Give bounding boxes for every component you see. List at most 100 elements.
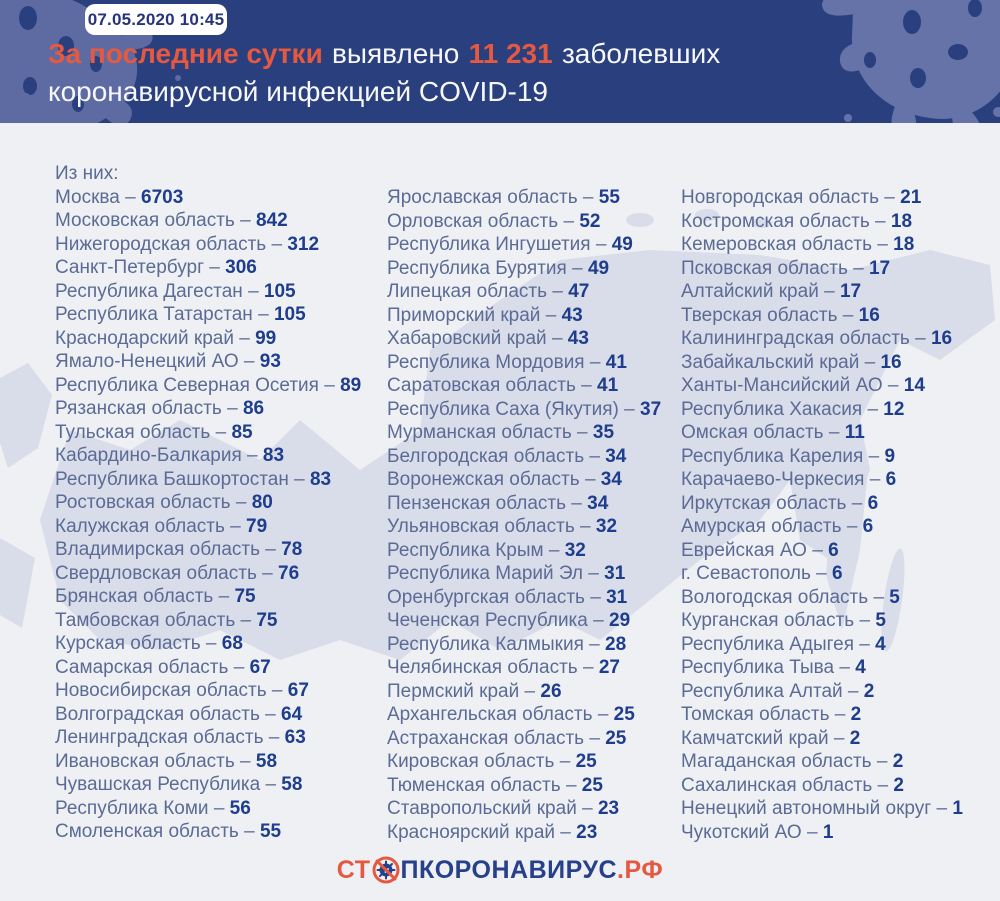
separator-dash: – [828,422,840,443]
region-name: Саратовская область [387,375,576,396]
region-row: Ханты-Мансийский АО – 14 [681,374,963,398]
headline-line2: коронавирусной инфекцией COVID-19 [48,76,549,107]
region-count: 31 [606,586,628,608]
region-name: Тамбовская область [55,609,236,631]
region-name: Тверская область [681,304,838,326]
date-badge: 07.05.2020 10:45 [85,4,227,35]
region-count: 6 [885,469,897,490]
headline-tail: заболевших [561,38,721,69]
region-row: Вологодская область – 5 [681,586,963,610]
separator-dash: – [227,398,238,419]
separator-dash: – [833,727,845,749]
region-row: Калининградская область – 16 [681,327,963,351]
region-row: Тульская область – 85 [55,421,361,445]
separator-dash: – [851,492,863,514]
separator-dash: – [869,469,881,490]
region-row: Республика Алтай – 2 [681,680,963,704]
region-count: 18 [890,210,913,232]
region-row: Республика Дагестан – 105 [55,280,361,304]
region-row: Кабардино-Балкария – 83 [55,444,361,468]
separator-dash: – [560,821,571,843]
separator-dash: – [584,469,596,490]
region-row: Республика Северная Осетия – 89 [55,374,361,398]
region-row: Курганская область – 5 [681,609,963,633]
region-row: Тамбовская область – 75 [55,609,361,633]
region-count: 49 [611,234,633,255]
region-name: Свердловская область [55,562,257,584]
region-name: Республика Крым [387,539,544,561]
region-row: Псковская область – 17 [681,257,963,281]
region-row: Тюменская область – 25 [387,774,661,798]
region-name: Нижегородская область [55,233,267,255]
region-row: Иркутская область – 6 [681,492,963,516]
region-row: Волгоградская область – 64 [55,703,361,727]
region-row: Хабаровский край – 43 [387,327,661,351]
region-count: 86 [242,398,265,419]
region-count: 105 [273,304,306,325]
region-count: 4 [875,633,886,655]
separator-dash: – [867,398,879,420]
region-count: 76 [278,562,300,584]
region-name: Хабаровский край [387,328,547,349]
region-row: Краснодарский край – 99 [55,327,361,351]
region-count: 21 [900,187,922,208]
region-name: Чеченская Республика [387,610,588,631]
separator-dash: – [859,610,871,631]
region-count: 68 [221,633,243,654]
region-row: Республика Тыва – 4 [681,656,963,680]
region-count: 78 [281,539,303,560]
region-count: 67 [249,656,271,678]
separator-dash: – [524,680,536,702]
region-name: Самарская область [55,656,229,678]
region-count: 17 [868,257,891,279]
region-name: Кемеровская область [681,234,872,255]
headline-count: 11 231 [468,38,553,69]
separator-dash: – [125,186,136,208]
region-count: 25 [605,727,627,749]
separator-dash: – [884,187,895,208]
region-name: Республика Алтай [681,680,843,702]
region-row: Еврейская АО – 6 [681,539,963,563]
region-row: Костромская область – 18 [681,210,963,234]
separator-dash: – [230,515,241,537]
region-name: Республика Дагестан [55,280,243,302]
region-count: 43 [567,328,589,349]
region-count: 105 [263,280,296,302]
region-name: Санкт-Петербург [55,257,205,278]
region-count: 312 [287,233,320,255]
region-row: Брянская область – 75 [55,585,361,609]
region-count: 2 [892,751,904,772]
region-row: Свердловская область – 76 [55,562,361,586]
separator-dash: – [936,798,948,819]
separator-dash: – [563,210,575,232]
region-row: Ульяновская область – 32 [387,515,661,539]
region-count: 93 [259,351,281,372]
region-name: Краснодарский край [55,327,234,349]
region-row: Республика Ингушетия – 49 [387,233,661,257]
region-row: Магаданская область – 2 [681,750,963,774]
region-name: Пермский край [387,680,520,702]
region-count: 25 [613,704,635,725]
region-count: 28 [605,633,627,655]
region-name: Липецкая область [387,281,548,302]
separator-dash: – [834,704,846,725]
region-name: Костромская область [681,210,870,232]
region-row: Пермский край – 26 [387,680,661,704]
region-name: Вологодская область [681,586,869,608]
region-count: 32 [564,539,586,561]
separator-dash: – [915,328,926,349]
region-name: Ханты-Мансийский АО [681,375,883,396]
separator-dash: – [590,586,601,608]
region-row: Чеченская Республика – 29 [387,609,661,633]
region-name: Курская область [55,633,201,654]
region-count: 26 [540,680,562,702]
region-name: Оренбургская область [387,586,585,608]
region-row: Ярославская область – 55 [387,186,661,210]
region-row: Амурская область – 6 [681,515,963,539]
region-count: 41 [597,375,619,396]
separator-dash: – [247,445,258,466]
separator-dash: – [806,821,818,843]
region-row: Забайкальский край – 16 [681,351,963,375]
separator-dash: – [859,633,870,655]
